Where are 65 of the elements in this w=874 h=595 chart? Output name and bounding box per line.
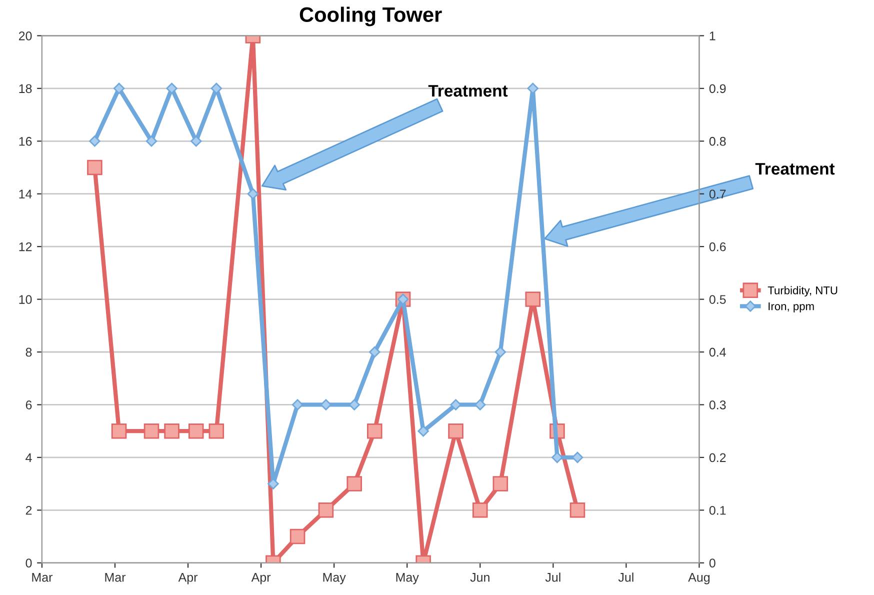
point bbox=[188, 423, 204, 439]
y-tick-label: 4 bbox=[26, 453, 32, 462]
y-tick-label: 14 bbox=[19, 190, 32, 198]
y-tick-label: 10 bbox=[19, 295, 32, 304]
point bbox=[525, 292, 540, 307]
y2-tick-label: 0.5 bbox=[709, 295, 726, 304]
point bbox=[366, 423, 382, 439]
legend-label: Iron, ppm bbox=[768, 302, 814, 312]
x-tick-label: May bbox=[323, 573, 346, 584]
y-tick-label: 20 bbox=[18, 32, 32, 40]
point bbox=[208, 423, 224, 439]
point bbox=[247, 188, 259, 200]
x-tick-label: Jun bbox=[470, 573, 490, 582]
y-tick-label: 6 bbox=[26, 400, 32, 410]
y-tick-label: 8 bbox=[26, 348, 32, 357]
point bbox=[448, 423, 464, 439]
point bbox=[89, 136, 100, 147]
y2-tick-label: 1 bbox=[710, 32, 716, 40]
y-tick-label: 18 bbox=[19, 84, 32, 94]
y2-tick-label: 0.7 bbox=[709, 190, 726, 199]
x-tick-label: Apr bbox=[178, 573, 198, 584]
y2-tick-label: 0.6 bbox=[709, 242, 726, 252]
y2-tick-label: 0.4 bbox=[709, 348, 726, 357]
point bbox=[190, 136, 202, 147]
point bbox=[369, 346, 380, 358]
point bbox=[164, 423, 180, 439]
point bbox=[450, 399, 462, 410]
chart-title: Cooling Tower bbox=[300, 6, 442, 26]
y-tick-label: 0 bbox=[26, 558, 32, 568]
point bbox=[552, 452, 563, 464]
point bbox=[111, 423, 127, 439]
x-tick-label: Mar bbox=[105, 573, 126, 582]
point bbox=[144, 423, 160, 439]
y2-tick-label: 0.1 bbox=[709, 506, 726, 515]
y-tick-label: 2 bbox=[26, 506, 32, 515]
y2-tick-label: 0.8 bbox=[709, 136, 726, 146]
x-tick-label: Jul bbox=[545, 572, 560, 582]
point bbox=[113, 82, 125, 94]
point bbox=[146, 136, 158, 147]
y2-tick-label: 0 bbox=[709, 558, 716, 568]
y-tick-label: 16 bbox=[19, 136, 32, 146]
x-tick-label: Apr bbox=[251, 573, 271, 584]
point bbox=[348, 399, 360, 410]
x-tick-label: Aug bbox=[688, 573, 710, 584]
point bbox=[492, 476, 508, 492]
x-tick-label: Jul bbox=[618, 572, 634, 582]
y2-tick-label: 0.9 bbox=[709, 84, 726, 94]
y-tick-label: 12 bbox=[19, 242, 32, 252]
point bbox=[474, 399, 486, 410]
point bbox=[570, 502, 586, 518]
point bbox=[472, 502, 488, 518]
x-tick-label: Mar bbox=[32, 573, 53, 582]
y2-tick-label: 0.3 bbox=[709, 400, 726, 410]
point bbox=[346, 476, 362, 492]
text: Treatment bbox=[755, 163, 835, 175]
point bbox=[318, 502, 334, 518]
point bbox=[166, 82, 178, 94]
point bbox=[418, 425, 429, 437]
x-tick-label: May bbox=[396, 573, 419, 584]
point bbox=[494, 346, 506, 358]
legend-label: Turbidity, NTU bbox=[768, 286, 838, 297]
point bbox=[290, 528, 306, 544]
annotation: Treatment bbox=[428, 85, 508, 97]
y2-tick-label: 0.2 bbox=[709, 453, 726, 462]
point bbox=[87, 160, 102, 176]
